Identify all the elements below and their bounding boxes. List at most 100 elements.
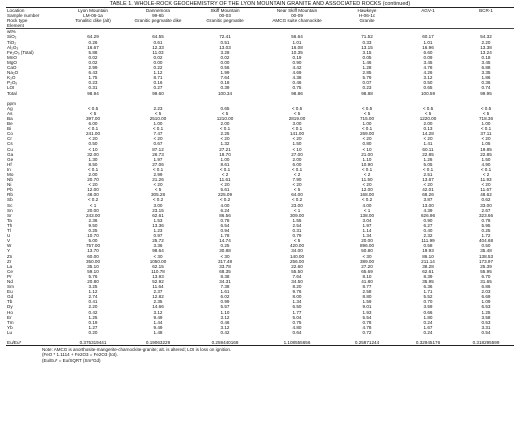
table-cell: 1.32 <box>220 141 230 147</box>
table-cell: 0.75 <box>292 85 302 91</box>
table-row: MgO 0.02 0.00 0.00 0.90 1.46 3.45 3.45 <box>6 60 514 65</box>
table-cell: 420.00 <box>289 243 305 249</box>
unit-row: ppm <box>6 101 514 106</box>
table-cell: 0.07 <box>362 80 372 86</box>
table-cell: 86.10 <box>422 253 434 259</box>
table-cell: 11.50 <box>361 177 373 183</box>
table-cell: 0.27 <box>153 85 163 91</box>
table-cell: 1.99 <box>220 70 230 76</box>
table-cell: 1.10 <box>220 309 230 315</box>
table-cell: 86.56 <box>219 212 231 218</box>
table-cell: 3.45 <box>481 59 491 65</box>
table-cell: 0.31 <box>292 228 302 234</box>
table-cell: 1.34 <box>292 299 302 305</box>
table-cell: 2.54 <box>292 222 302 228</box>
table-cell: < 5 <box>221 110 229 116</box>
table-cell: 14.66 <box>152 304 164 310</box>
table-cell: < 20 <box>423 182 433 188</box>
table-cell: 20.70 <box>87 177 99 183</box>
table-cell: 2.32 <box>423 233 433 239</box>
table-cell: 35.10 <box>87 263 99 269</box>
table-cell: 0.54 <box>481 329 491 335</box>
table-cell: 00-09 <box>291 13 303 19</box>
table-cell: 6.50 <box>292 304 302 310</box>
row-label: Sc <box>7 202 13 208</box>
table-cell: 140.00 <box>289 253 305 259</box>
table-cell: 1.93 <box>362 309 372 315</box>
table-cell: 1.50 <box>481 156 491 162</box>
table-cell: 32.00 <box>87 151 99 157</box>
table-cell: < 1 <box>363 207 371 213</box>
table-cell: 22.85 <box>422 151 434 157</box>
table-row: Ge 1.30 1.97 1.00 2.00 1.10 1.26 1.50 <box>6 157 514 162</box>
table-cell: 13.67 <box>422 177 434 183</box>
table-cell: 52.92 <box>152 278 164 284</box>
table-cell: 6.24 <box>220 207 230 213</box>
table-cell: 111.99 <box>421 238 435 244</box>
table-row: In < 0.1 < 0.1 < 0.1 < 0.1 < 0.1 < 0.1 < 0.1 <box>6 167 514 172</box>
table-cell: 1210.00 <box>216 115 234 121</box>
table-cell: 0.25 <box>88 228 98 234</box>
table-cell: 13.38 <box>480 44 492 50</box>
table-cell: 38.28 <box>422 263 434 269</box>
table-cell: 0.25 <box>481 228 491 234</box>
table-cell: 1.30 <box>88 156 98 162</box>
row-label: In <box>7 166 11 172</box>
table-cell: < 20 <box>292 182 302 188</box>
table-cell: 33.00 <box>480 202 492 208</box>
table-cell: 241.00 <box>85 131 101 137</box>
table-cell: 7.90 <box>292 177 302 183</box>
table-cell: 3.00 <box>292 121 302 127</box>
table-cell: < 0.2 <box>291 197 303 203</box>
table-cell: 62.15 <box>152 263 164 269</box>
table-row: Y 13.70 98.64 30.88 34.00 50.80 19.93 35.48 <box>6 248 514 253</box>
table-cell: 5.57 <box>220 304 230 310</box>
table-cell: 98.64 <box>152 248 164 254</box>
table-row: Ta 2.36 1.53 0.78 1.55 3.04 0.90 0.78 <box>6 218 514 223</box>
table-cell: 1.26 <box>423 156 433 162</box>
row-label: SiO₂ <box>7 34 17 40</box>
table-cell: 8.50 <box>88 161 98 167</box>
table-row: Nd 20.80 52.92 34.31 34.50 41.80 35.95 31.65 <box>6 279 514 284</box>
table-row: Er 1.25 9.49 3.12 5.04 5.54 1.80 3.58 <box>6 315 514 320</box>
row-label: Sm <box>7 284 14 290</box>
ratio-row: Eu/Eu* 0.375319441 0.19063229 0.259440168 1.… <box>6 340 514 347</box>
row-label: MgO <box>7 59 17 65</box>
table-cell: Tonalitic dike (alt) <box>75 18 111 24</box>
table-row: Nb 20.70 21.26 11.61 7.90 11.50 13.67 11.93 <box>6 177 514 182</box>
row-label: Nd <box>7 278 13 284</box>
table-cell: < 0.1 <box>87 166 99 172</box>
table-cell: 0.90 <box>423 217 433 223</box>
table-cell: 0.31 <box>88 85 98 91</box>
table-cell: 12.00 <box>361 187 373 193</box>
table-cell: 19.93 <box>422 248 434 254</box>
table-cell: Dannemora <box>124 7 192 14</box>
table-title: TABLE 1. WHOLE-ROCK GEOCHEMISTRY OF THE … <box>109 1 411 7</box>
table-cell: 5.88 <box>88 49 98 55</box>
table-cell: 2.74 <box>88 294 98 300</box>
table-cell: 9.50 <box>88 222 98 228</box>
table-cell: 1.00 <box>481 121 491 127</box>
table-row: Lu 0.20 1.48 0.42 0.64 0.72 0.24 0.54 <box>6 330 514 335</box>
table-cell: 0.65 <box>220 105 230 111</box>
table-cell: 3.12 <box>423 75 433 81</box>
table-cell: 0.40 <box>423 228 433 234</box>
table-cell: 0.78 <box>362 319 372 325</box>
table-row: La 35.10 62.15 33.78 22.60 27.20 38.28 25.39 <box>6 264 514 269</box>
table-cell: 1.50 <box>292 141 302 147</box>
table-cell: 715.00 <box>359 115 375 121</box>
table-cell: < 5 <box>89 110 97 116</box>
table-cell: 13.00 <box>422 202 434 208</box>
table-cell: 34.50 <box>291 278 303 284</box>
table-cell: < 20 <box>153 182 163 188</box>
table-cell: 8.39 <box>423 273 433 279</box>
table-cell: < 2 <box>363 172 371 177</box>
table-row: Al₂O₃ 16.67 12.33 13.03 16.08 13.15 16.96 13.38 <box>6 45 514 50</box>
table-cell: 12.00 <box>87 187 99 193</box>
table-cell: 2.99 <box>153 172 163 177</box>
table-cell: 13.24 <box>480 49 492 55</box>
table-cell: 3.36 <box>153 243 163 249</box>
table-row: K₂O 1.75 8.71 7.64 4.38 5.79 3.12 1.86 <box>6 75 514 80</box>
table-cell: 225.09 <box>217 192 233 198</box>
row-label: K₂O <box>7 75 16 81</box>
